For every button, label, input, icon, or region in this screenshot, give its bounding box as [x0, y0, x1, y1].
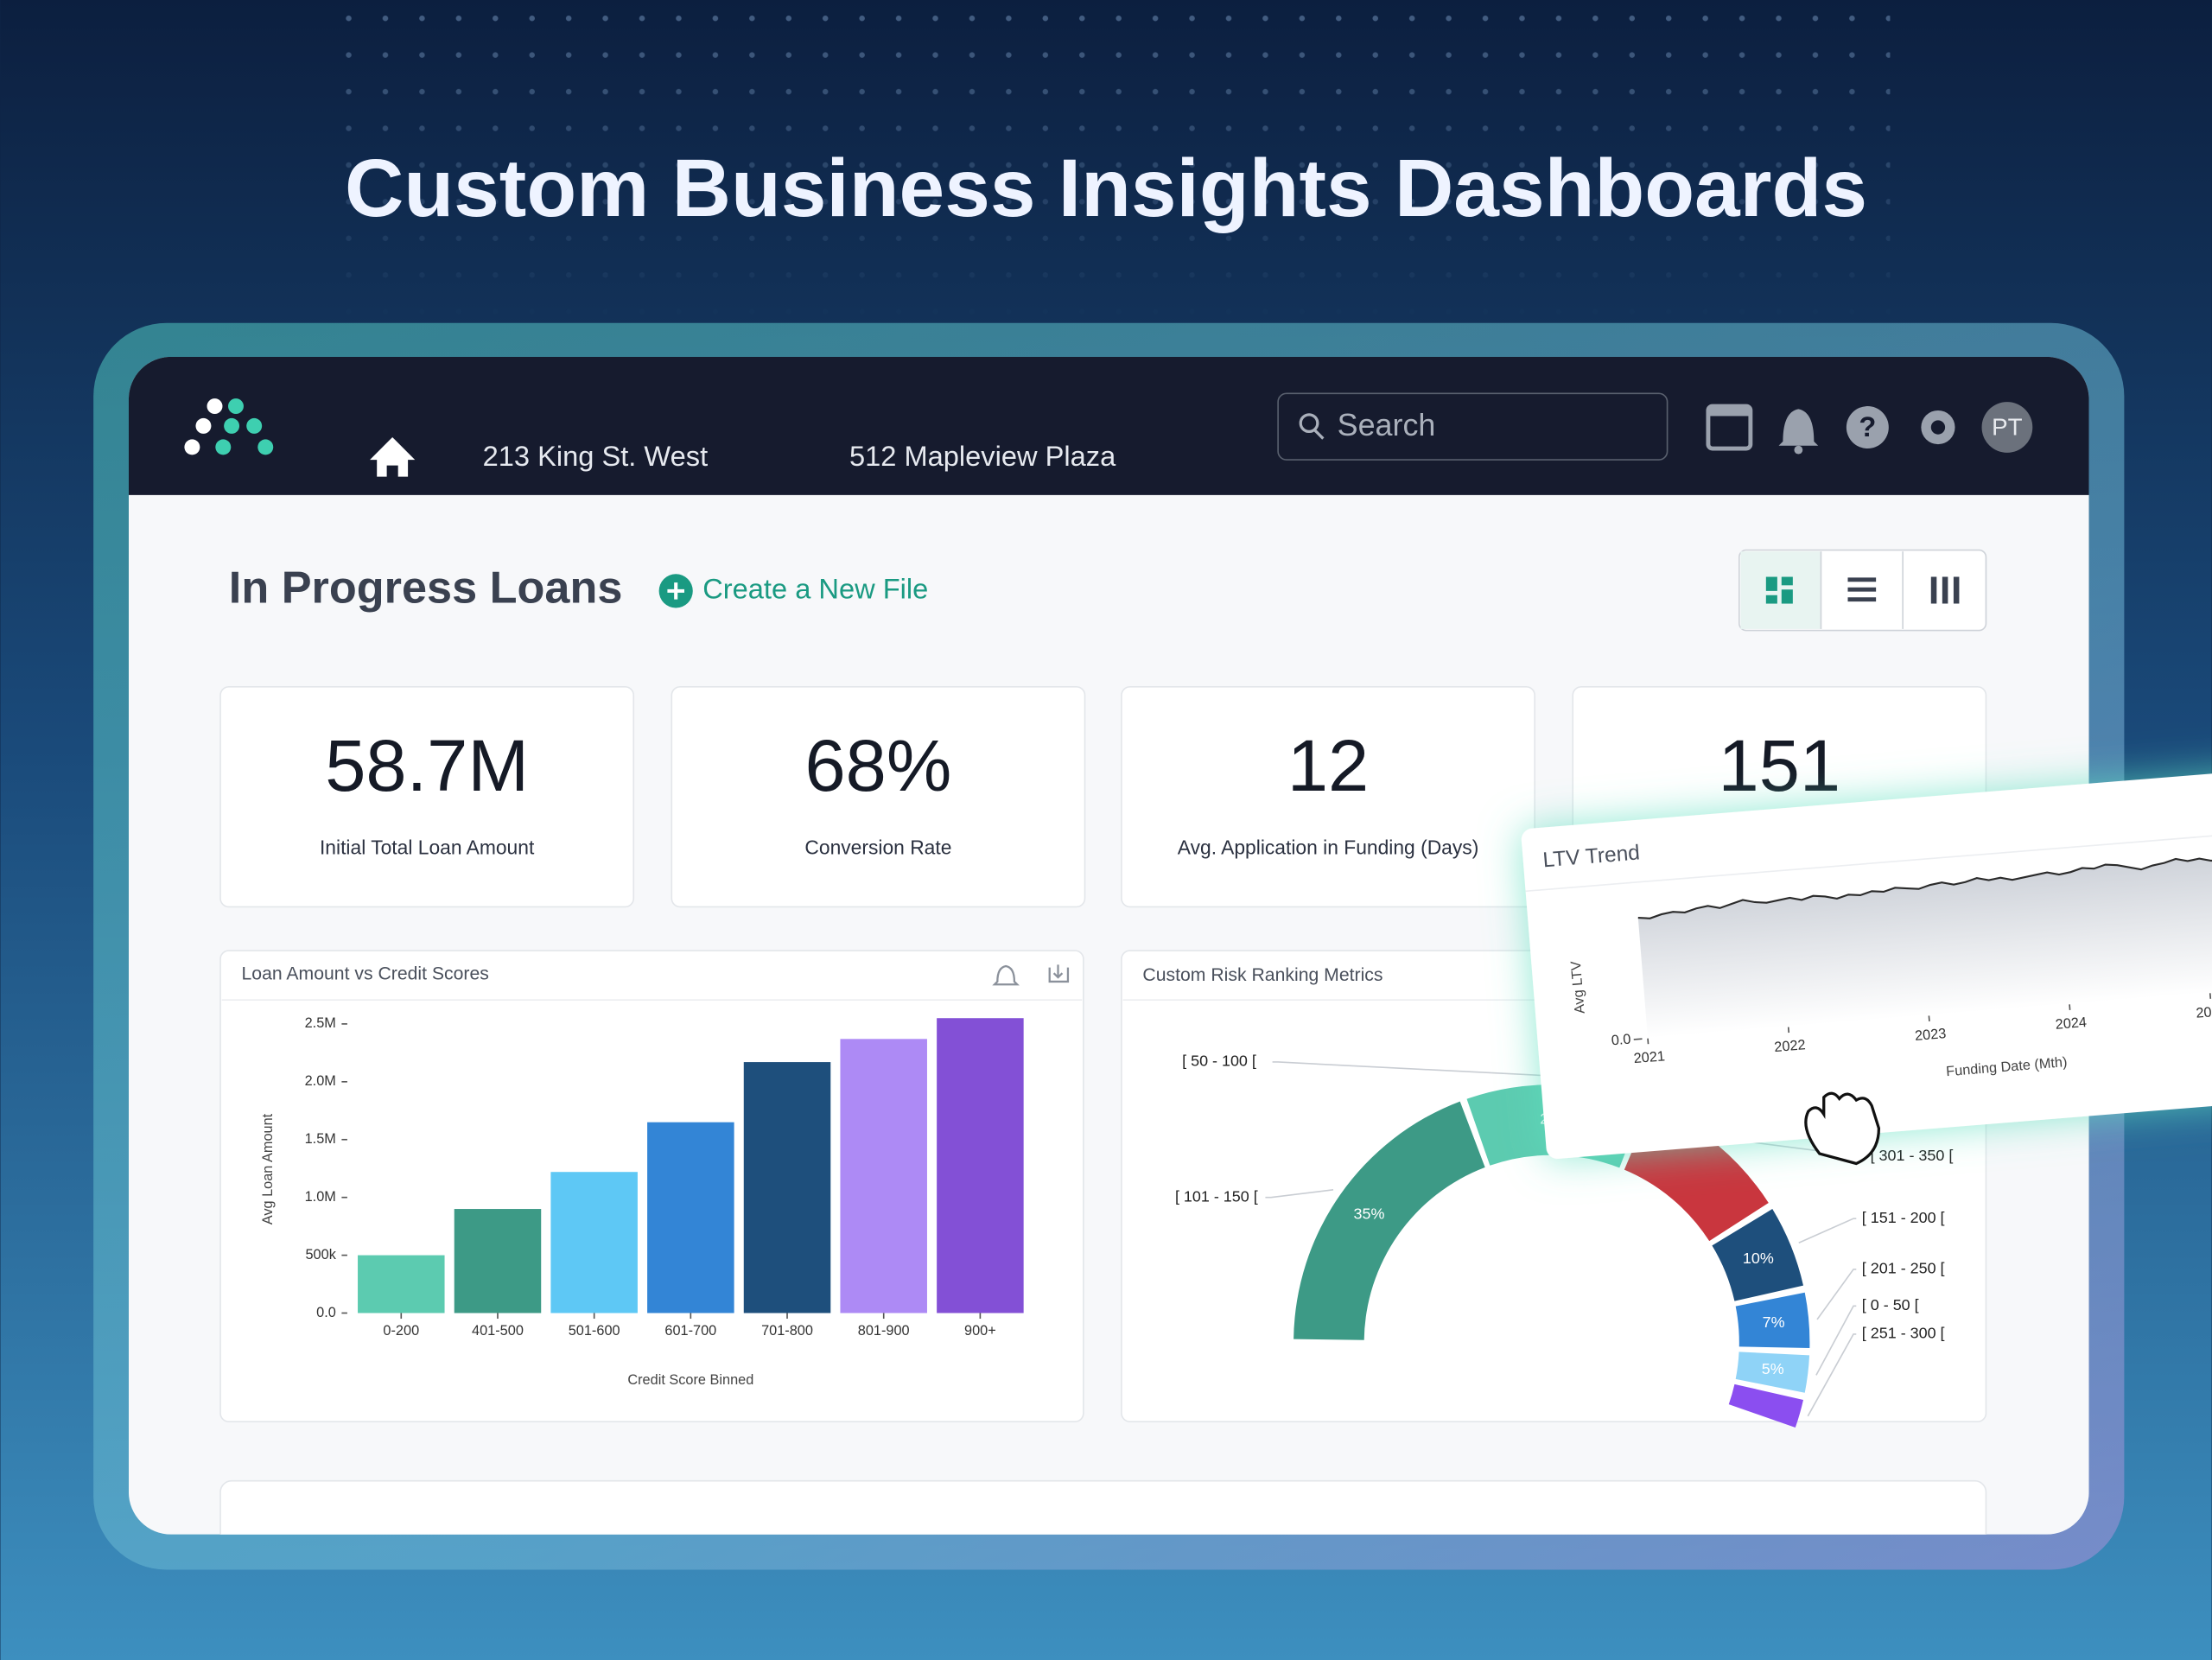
chart-title: Custom Risk Ranking Metrics: [1142, 965, 1382, 985]
kpi-label: Initial Total Loan Amount: [320, 836, 535, 859]
x-tick: [2069, 1004, 2071, 1010]
donut-segment: [1735, 1352, 1810, 1393]
kpi-card: [219, 686, 635, 908]
line-series: [1637, 852, 2212, 919]
nav-location[interactable]: 512 Mapleview Plaza: [849, 440, 1116, 472]
dot-pattern: [324, 0, 1891, 325]
top-nav: [128, 356, 2089, 495]
x-tick-label: 2024: [2055, 1014, 2088, 1033]
bar: [743, 1062, 831, 1313]
kpi-label: Avg. Application in Funding (Days): [1178, 836, 1479, 859]
x-tick-label: 801-900: [858, 1323, 910, 1339]
bottom-card: [219, 1479, 1987, 1535]
leader-line: [1265, 1189, 1334, 1199]
category-label: [ 101 - 150 [: [1175, 1187, 1258, 1205]
popup-divider: [1525, 827, 2212, 893]
nav-icons[interactable]: ?: [1706, 404, 1955, 455]
category-label: [ 201 - 250 [: [1862, 1260, 1945, 1277]
category-label: [ 151 - 200 [: [1862, 1209, 1945, 1226]
segment-label: 10%: [1743, 1250, 1774, 1267]
leader-line: [1798, 1218, 1857, 1243]
donut-segment: [1735, 1292, 1810, 1349]
chart-title: Loan Amount vs Credit Scores: [242, 964, 489, 983]
x-tick-label: 601-700: [664, 1323, 716, 1339]
x-tick-label: 501-600: [569, 1323, 620, 1339]
x-tick: [1647, 1038, 1649, 1045]
kpi-card: [671, 686, 1086, 908]
donut-segment: [1728, 1383, 1804, 1428]
bar: [647, 1122, 734, 1313]
y-tick-label: 0.0: [1611, 1032, 1631, 1049]
y-tick-label: 0.0: [316, 1305, 336, 1320]
donut-segment: [1712, 1209, 1804, 1301]
category-label: [ 301 - 350 [: [1871, 1147, 1954, 1164]
x-tick-label: 701-800: [761, 1323, 813, 1339]
x-tick-label: 2025: [2196, 1003, 2212, 1021]
hand-cursor: [1804, 1091, 1881, 1166]
card-actions[interactable]: [992, 964, 1070, 986]
create-button[interactable]: Create a New File: [702, 572, 928, 604]
category-label: [ 50 - 100 [: [1182, 1053, 1256, 1070]
logo[interactable]: [184, 398, 274, 455]
segment-label: 7%: [1763, 1313, 1785, 1331]
view-toggle[interactable]: [1738, 549, 1987, 632]
kpi-value: 58.7M: [325, 724, 529, 806]
segment-label: 5%: [1762, 1360, 1784, 1377]
page-title: In Progress Loans: [229, 563, 623, 614]
search-box[interactable]: [1277, 392, 1669, 461]
kpi-value: 151: [1719, 724, 1841, 806]
x-tick-label: 0-200: [383, 1323, 419, 1339]
x-tick-label: 2023: [1914, 1026, 1947, 1044]
x-tick-label: 401-500: [472, 1323, 524, 1339]
leader-line: [1816, 1269, 1857, 1320]
kpi-value: 12: [1287, 724, 1369, 806]
category-label: [ 251 - 300 [: [1862, 1325, 1945, 1342]
y-tick-label: 2.5M: [305, 1015, 336, 1031]
avatar[interactable]: [1981, 402, 2033, 453]
bar: [358, 1255, 445, 1313]
search-placeholder[interactable]: Search: [1338, 408, 1436, 442]
y-tick: [1633, 1038, 1643, 1040]
x-tick-label: 2022: [1774, 1037, 1807, 1055]
bar: [454, 1209, 542, 1313]
y-axis-label: Avg LTV: [1568, 960, 1588, 1014]
bar: [840, 1039, 927, 1313]
x-tick-label: 2021: [1633, 1048, 1666, 1066]
segment-label: 35%: [1354, 1205, 1385, 1223]
kpi-value: 68%: [804, 724, 951, 806]
y-axis-label: Avg Loan Amount: [260, 1113, 276, 1224]
y-tick-label: 1.0M: [305, 1189, 336, 1205]
donut-segment: [1294, 1101, 1485, 1340]
home-icon[interactable]: [370, 436, 416, 477]
x-tick: [2209, 993, 2212, 999]
leader-line: [1272, 1061, 1557, 1078]
leader-line: [1815, 1305, 1857, 1376]
x-axis-label: Credit Score Binned: [627, 1372, 753, 1388]
kpi-card: [1121, 686, 1535, 908]
bar: [550, 1172, 638, 1313]
svg-text:?: ?: [1859, 410, 1876, 442]
kpi-label: Conversion Rate: [804, 836, 951, 859]
y-tick-label: 500k: [305, 1247, 336, 1262]
category-label: [ 0 - 50 [: [1862, 1296, 1919, 1313]
avatar-initials[interactable]: PT: [1992, 413, 2022, 440]
y-tick-label: 1.5M: [305, 1131, 336, 1147]
x-tick-label: 900+: [964, 1323, 996, 1339]
leader-line: [1807, 1333, 1857, 1417]
y-tick-label: 2.0M: [305, 1073, 336, 1089]
bar: [937, 1018, 1024, 1313]
banner-title: Custom Business Insights Dashboards: [345, 143, 1867, 234]
nav-location[interactable]: 213 King St. West: [483, 440, 709, 472]
